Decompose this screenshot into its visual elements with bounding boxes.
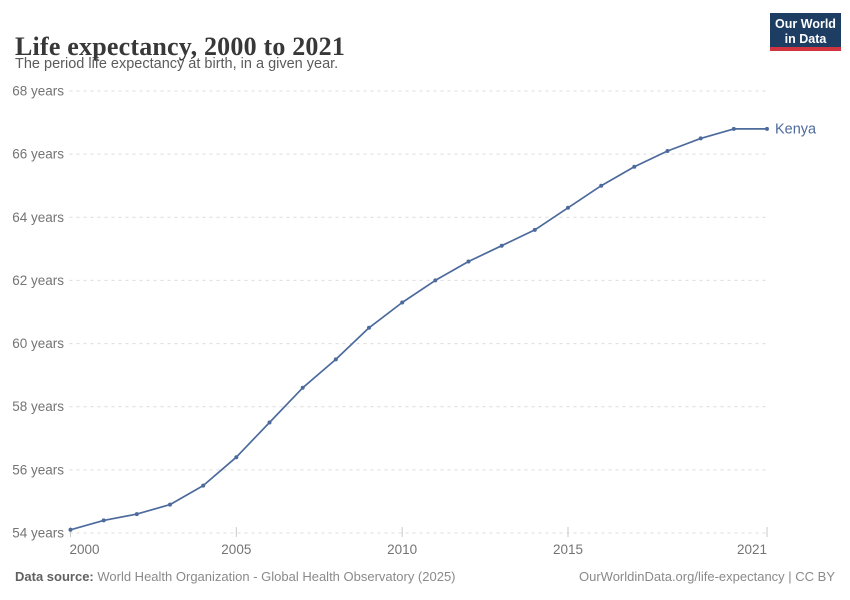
data-point[interactable] [566,205,570,210]
data-point[interactable] [400,300,405,305]
x-axis-tick-label: 2015 [553,542,583,557]
data-point[interactable] [466,259,471,264]
data-point[interactable] [101,518,106,523]
data-point[interactable] [731,126,736,131]
data-point[interactable] [665,149,670,153]
data-point[interactable] [632,164,637,169]
data-point[interactable] [134,512,139,517]
y-axis-tick-label: 56 years [12,462,64,477]
data-point[interactable] [367,325,371,330]
data-source-note: Data source: World Health Organization -… [15,567,456,587]
data-point[interactable] [333,357,338,362]
y-axis-tick-label: 60 years [12,336,64,351]
x-axis-tick-label: 2005 [221,542,251,557]
y-axis-tick-label: 66 years [12,147,64,162]
x-axis-tick-label: 2010 [387,542,417,557]
data-point[interactable] [267,420,272,425]
y-axis-tick-label: 58 years [12,399,64,414]
data-point[interactable] [168,502,172,507]
data-point[interactable] [201,483,206,488]
owid-logo[interactable]: Our World in Data [770,13,841,51]
y-axis-tick-label: 54 years [12,526,64,541]
chart-svg: 54 years 56 years 58 years 60 years 62 years… [12,84,817,558]
data-point[interactable] [499,243,504,248]
data-point[interactable] [532,227,537,232]
x-axis-tick-label: 2021 [737,542,767,557]
data-point[interactable] [765,126,769,131]
y-axis-tick-label: 62 years [12,273,64,288]
data-point[interactable] [234,455,239,460]
owid-logo-line1: Our World [775,17,836,31]
series-label[interactable]: Kenya [775,121,817,137]
data-point[interactable] [300,385,305,390]
chart-footer: Data source: World Health Organization -… [15,567,835,587]
data-source-label: Data source: [15,569,94,584]
owid-logo-line2: in Data [784,32,827,46]
chart-title: Life expectancy, 2000 to 2021 [15,32,346,62]
data-source-text: World Health Organization - Global Healt… [93,569,456,584]
chart-subtitle: The period life expectancy at birth, in … [15,56,339,72]
data-point[interactable] [433,278,438,283]
data-point[interactable] [68,527,73,532]
y-axis-tick-label: 68 years [12,84,64,99]
x-axis-tick-label: 2000 [70,542,100,557]
data-point[interactable] [698,136,703,141]
trend-line[interactable] [69,128,768,531]
y-axis-tick-label: 64 years [12,210,64,225]
data-point[interactable] [599,183,604,188]
owid-url-link[interactable]: OurWorldinData.org/life-expectancy | CC … [578,569,835,584]
